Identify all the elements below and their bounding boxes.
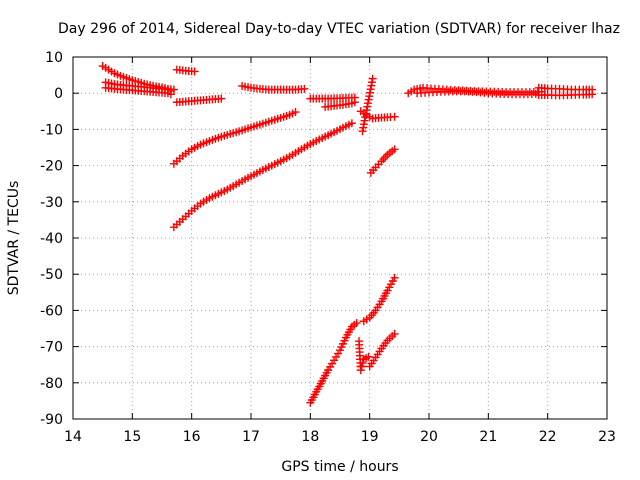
data-point: [390, 273, 399, 282]
data-points: [98, 62, 597, 407]
series-s7: [306, 93, 359, 103]
y-tick-label: -70: [40, 340, 63, 356]
series-s4: [172, 65, 199, 76]
data-point: [291, 108, 300, 117]
x-tick-label: 14: [64, 429, 82, 445]
series-s10: [169, 119, 356, 232]
chart-title: Day 296 of 2014, Sidereal Day-to-day VTE…: [58, 21, 620, 37]
data-point: [390, 329, 399, 338]
x-tick-label: 15: [123, 429, 141, 445]
series-s11: [356, 107, 399, 123]
grid: [73, 57, 607, 419]
x-tick-label: 18: [301, 429, 319, 445]
y-tick-label: -90: [40, 412, 63, 428]
series-s5: [172, 94, 226, 107]
series-s14: [306, 319, 361, 407]
data-point: [300, 84, 309, 93]
data-point: [166, 90, 175, 99]
x-tick-label: 17: [242, 429, 260, 445]
series-s21: [534, 90, 597, 100]
x-tick-label: 20: [420, 429, 438, 445]
data-point: [357, 362, 366, 371]
series-s15: [354, 337, 373, 375]
data-point: [390, 112, 399, 121]
data-point: [358, 358, 367, 367]
series-s19: [413, 87, 540, 99]
y-tick-label: 0: [54, 86, 63, 102]
data-point: [356, 366, 365, 375]
y-tick-label: -80: [40, 376, 63, 392]
data-point: [364, 352, 373, 361]
series-s13: [366, 145, 399, 177]
y-axis-label: SDTVAR / TECUs: [6, 181, 22, 296]
data-point: [217, 94, 226, 103]
y-tick-label: -10: [40, 122, 63, 138]
series-s9: [169, 108, 300, 168]
series-s3: [101, 83, 175, 99]
data-point: [368, 74, 377, 83]
data-point: [190, 67, 199, 76]
y-tick-label: -20: [40, 159, 63, 175]
y-tick-label: 10: [45, 50, 63, 66]
x-tick-labels: 14 15 16 17 18 19 20 21 22 23: [64, 429, 616, 445]
data-point: [352, 319, 361, 328]
y-tick-label: -40: [40, 231, 63, 247]
x-tick-label: 21: [479, 429, 497, 445]
x-tick-label: 22: [539, 429, 557, 445]
axis-ticks: [72, 56, 608, 420]
y-tick-labels: 10 0 -10 -20 -30 -40 -50 -60 -70 -80 -90: [40, 50, 63, 428]
data-point: [347, 119, 356, 128]
series-s16: [359, 273, 399, 326]
x-tick-label: 23: [598, 429, 616, 445]
x-tick-label: 19: [361, 429, 379, 445]
series-s12: [358, 74, 377, 136]
y-tick-label: -30: [40, 195, 63, 211]
data-point: [588, 90, 597, 99]
x-tick-label: 16: [183, 429, 201, 445]
y-tick-label: -50: [40, 267, 63, 283]
x-axis-label: GPS time / hours: [281, 459, 398, 475]
series-s6: [238, 81, 309, 94]
series-s8: [321, 98, 359, 111]
y-tick-label: -60: [40, 303, 63, 319]
data-point: [390, 145, 399, 154]
data-point: [350, 98, 359, 107]
series-s17: [365, 329, 399, 371]
